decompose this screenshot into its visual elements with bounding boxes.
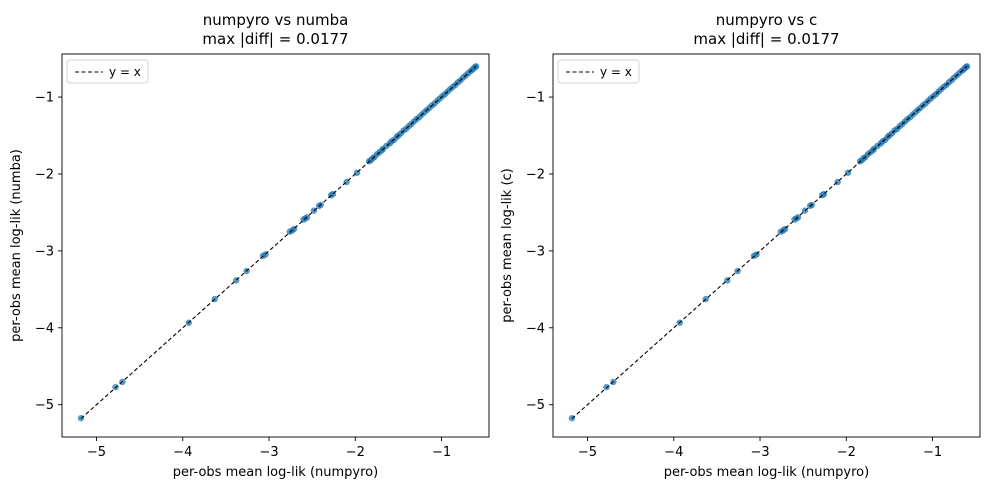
x-axis-label: per-obs mean log-lik (numpyro) bbox=[664, 465, 869, 480]
axes-frame bbox=[552, 53, 981, 438]
x-axis-label: per-obs mean log-lik (numpyro) bbox=[173, 465, 378, 480]
legend-box bbox=[557, 59, 640, 84]
y-tick-label: −5 bbox=[526, 398, 545, 413]
y-tick-label: −2 bbox=[526, 167, 545, 182]
y-tick-label: −5 bbox=[35, 398, 54, 413]
y-tick-label: −3 bbox=[526, 244, 545, 259]
legend-box bbox=[66, 59, 149, 84]
reference-line bbox=[80, 65, 477, 419]
x-tick-label: −5 bbox=[87, 445, 106, 460]
x-tick-label: −3 bbox=[750, 445, 769, 460]
y-axis-label: per-obs mean log-lik (numba) bbox=[9, 149, 24, 342]
chart-title-line: max |diff| = 0.0177 bbox=[693, 30, 839, 48]
x-tick-label: −4 bbox=[664, 445, 683, 460]
chart-title-line: numpyro vs numba bbox=[203, 11, 349, 29]
x-tick-label: −2 bbox=[837, 445, 856, 460]
y-tick-label: −2 bbox=[35, 167, 54, 182]
x-tick-label: −1 bbox=[432, 445, 451, 460]
chart-title-line: max |diff| = 0.0177 bbox=[202, 30, 348, 48]
x-tick-label: −4 bbox=[173, 445, 192, 460]
legend-label: y = x bbox=[600, 65, 632, 79]
plot-area bbox=[568, 63, 971, 422]
axes-frame bbox=[61, 53, 490, 438]
x-tick-label: −2 bbox=[346, 445, 365, 460]
chart-title-line: numpyro vs c bbox=[716, 11, 818, 29]
y-tick-label: −4 bbox=[526, 321, 545, 336]
y-tick-label: −1 bbox=[35, 91, 54, 106]
x-tick-label: −5 bbox=[578, 445, 597, 460]
x-tick-label: −1 bbox=[923, 445, 942, 460]
legend: y = x bbox=[66, 59, 149, 84]
y-axis-label: per-obs mean log-lik (c) bbox=[500, 168, 515, 323]
y-tick-label: −4 bbox=[35, 321, 54, 336]
subplot-1: numpyro vs numba max |diff| = 0.0177 −5 −4 −… bbox=[9, 11, 490, 480]
y-tick-label: −1 bbox=[526, 91, 545, 106]
plot-area bbox=[77, 63, 480, 422]
chart-title: numpyro vs numba max |diff| = 0.0177 bbox=[202, 11, 348, 48]
y-tick-label: −3 bbox=[35, 244, 54, 259]
chart-title: numpyro vs c max |diff| = 0.0177 bbox=[693, 11, 839, 48]
subplot-2: numpyro vs c max |diff| = 0.0177 −5 −4 −3 −2 −… bbox=[500, 11, 981, 480]
reference-line bbox=[571, 65, 968, 419]
legend: y = x bbox=[557, 59, 640, 84]
x-tick-label: −3 bbox=[259, 445, 278, 460]
legend-label: y = x bbox=[109, 65, 141, 79]
